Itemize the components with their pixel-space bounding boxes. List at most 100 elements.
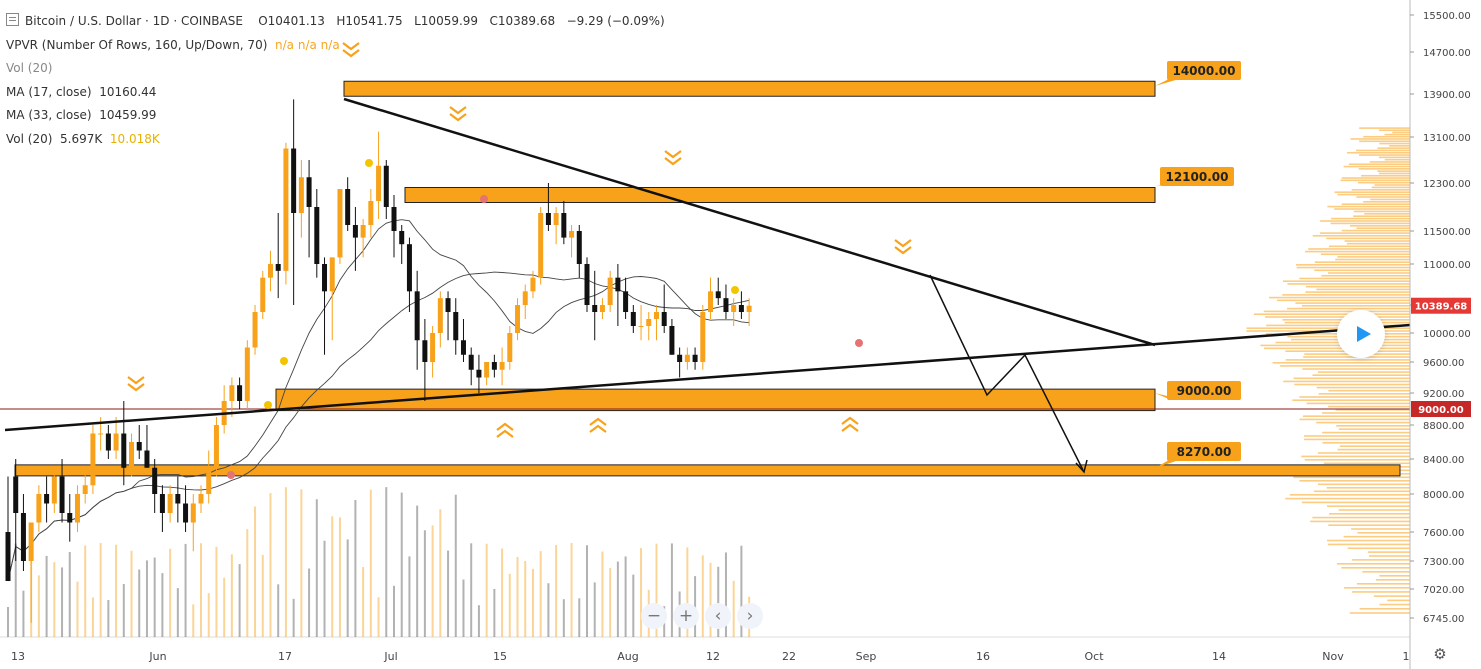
candle-body: [229, 385, 235, 401]
sell-chevron-icon: [894, 239, 912, 248]
volume-profile-bar: [1313, 490, 1410, 493]
zoom-in-icon[interactable]: +: [673, 603, 699, 629]
volume-bar: [400, 492, 403, 637]
volume-bar: [308, 568, 311, 637]
candle-body: [731, 305, 737, 312]
volume-bar: [362, 567, 365, 637]
volume-bar: [284, 487, 287, 637]
candle-body: [507, 333, 513, 362]
vol-label[interactable]: Vol (20): [6, 61, 53, 75]
ohlc-open: O10401.13: [258, 14, 325, 28]
collapse-icon[interactable]: [6, 13, 19, 26]
price-tick-label: 10000.00: [1423, 329, 1471, 340]
candle-body: [476, 369, 482, 378]
volume-bar: [200, 543, 202, 637]
volume-profile-bar: [1320, 253, 1410, 256]
candle-body: [144, 450, 150, 468]
volume-profile-bar: [1344, 240, 1410, 242]
sell-chevron-icon: [127, 383, 145, 392]
price-tick-label: 14700.00: [1423, 48, 1471, 59]
volume-profile-bar: [1379, 142, 1410, 145]
volume-bar: [346, 539, 349, 637]
volume-profile-bar: [1305, 291, 1410, 293]
volume-profile-bar: [1285, 359, 1410, 361]
volume-profile-bar: [1282, 280, 1410, 282]
volume-bar: [277, 584, 280, 637]
marked-level-label: 9000.00: [1418, 405, 1464, 416]
zoom-out-icon[interactable]: −: [641, 603, 667, 629]
descending-resistance-line: [343, 97, 1156, 347]
candle-body: [129, 442, 135, 468]
volume-profile-bar: [1305, 285, 1410, 288]
volume-profile-bar: [1306, 402, 1410, 405]
vpvr-label[interactable]: VPVR (Number Of Rows, 160, Up/Down, 70): [6, 37, 268, 52]
volume-profile-bar: [1337, 448, 1410, 451]
candle-body: [484, 362, 490, 378]
ma17-label[interactable]: MA (17, close): [6, 84, 92, 99]
time-tick-label: 17: [278, 650, 292, 663]
volume-profile-bar: [1253, 313, 1410, 315]
volume-bar: [161, 573, 164, 637]
volume-bar: [686, 547, 689, 637]
volume-profile-bar: [1303, 415, 1410, 417]
sell-chevron-icon: [342, 42, 360, 51]
volume-profile-bar: [1320, 220, 1410, 222]
volume-profile-bar: [1384, 133, 1410, 136]
ma33-label[interactable]: MA (33, close): [6, 108, 92, 122]
candle-body: [121, 433, 127, 468]
buy-chevron-icon: [496, 429, 514, 438]
gear-icon[interactable]: ⚙: [1433, 645, 1447, 663]
time-tick-label: Aug: [617, 650, 638, 663]
scroll-left-icon[interactable]: ‹: [705, 603, 731, 629]
candle-body: [59, 476, 65, 513]
time-tick-label: Nov: [1322, 650, 1344, 663]
price-tick-label: 6745.00: [1423, 614, 1464, 625]
projection-path: [929, 274, 1084, 471]
candle-body: [383, 165, 389, 207]
callout-label: 8270.00: [1177, 445, 1232, 459]
volume-profile-bar: [1322, 412, 1410, 414]
signal-dot-icon: [280, 357, 288, 365]
buy-chevron-icon: [589, 417, 607, 426]
volume-profile-bar: [1375, 579, 1410, 581]
sell-chevron-icon: [894, 246, 912, 255]
time-axis: 13 Jun 17 Jul 15 Aug 12 22 Sep 16 Oct 14 Nov 1: [11, 650, 1410, 663]
volume-profile-bar: [1301, 501, 1410, 504]
volume-profile-bar: [1312, 516, 1410, 519]
volume-profile-bar: [1322, 431, 1410, 434]
volume-bar: [215, 546, 218, 637]
vol2-label[interactable]: Vol (20): [6, 131, 53, 146]
volume-profile-bar: [1351, 528, 1410, 530]
volume-profile-bar: [1370, 198, 1410, 201]
volume-bar: [223, 577, 226, 637]
volume-profile-bar: [1351, 189, 1410, 191]
volume-profile-bar: [1301, 305, 1410, 307]
volume-profile-bar: [1364, 213, 1410, 215]
volume-profile-bar: [1341, 567, 1410, 569]
callout-box: [1167, 381, 1241, 400]
volume-profile-bar: [1343, 165, 1410, 168]
scroll-right-icon[interactable]: ›: [737, 603, 763, 629]
candle-body: [376, 165, 382, 201]
play-replay-icon[interactable]: [1337, 310, 1385, 358]
volume-profile-bar: [1326, 237, 1410, 240]
volume-profile-bar: [1314, 261, 1410, 263]
volume-profile-bar: [1299, 480, 1410, 482]
volume-bar: [539, 551, 542, 637]
volume-bar: [169, 548, 172, 637]
price-tick-label: 8000.00: [1423, 490, 1464, 501]
candle-body: [90, 433, 96, 486]
volume-profile-bar: [1317, 371, 1410, 373]
volume-bar: [485, 543, 488, 637]
candle-body: [422, 340, 428, 362]
ohlc-low: L10059.99: [414, 14, 479, 28]
volume-profile-bar: [1347, 547, 1410, 550]
candle-body: [260, 277, 266, 312]
candle-body: [244, 347, 250, 401]
time-tick-label: Jul: [383, 650, 397, 663]
volume-bar: [153, 557, 156, 637]
volume-profile-bar: [1374, 184, 1410, 186]
zone-14000.00: [343, 80, 1156, 97]
volume-bar: [14, 543, 17, 637]
